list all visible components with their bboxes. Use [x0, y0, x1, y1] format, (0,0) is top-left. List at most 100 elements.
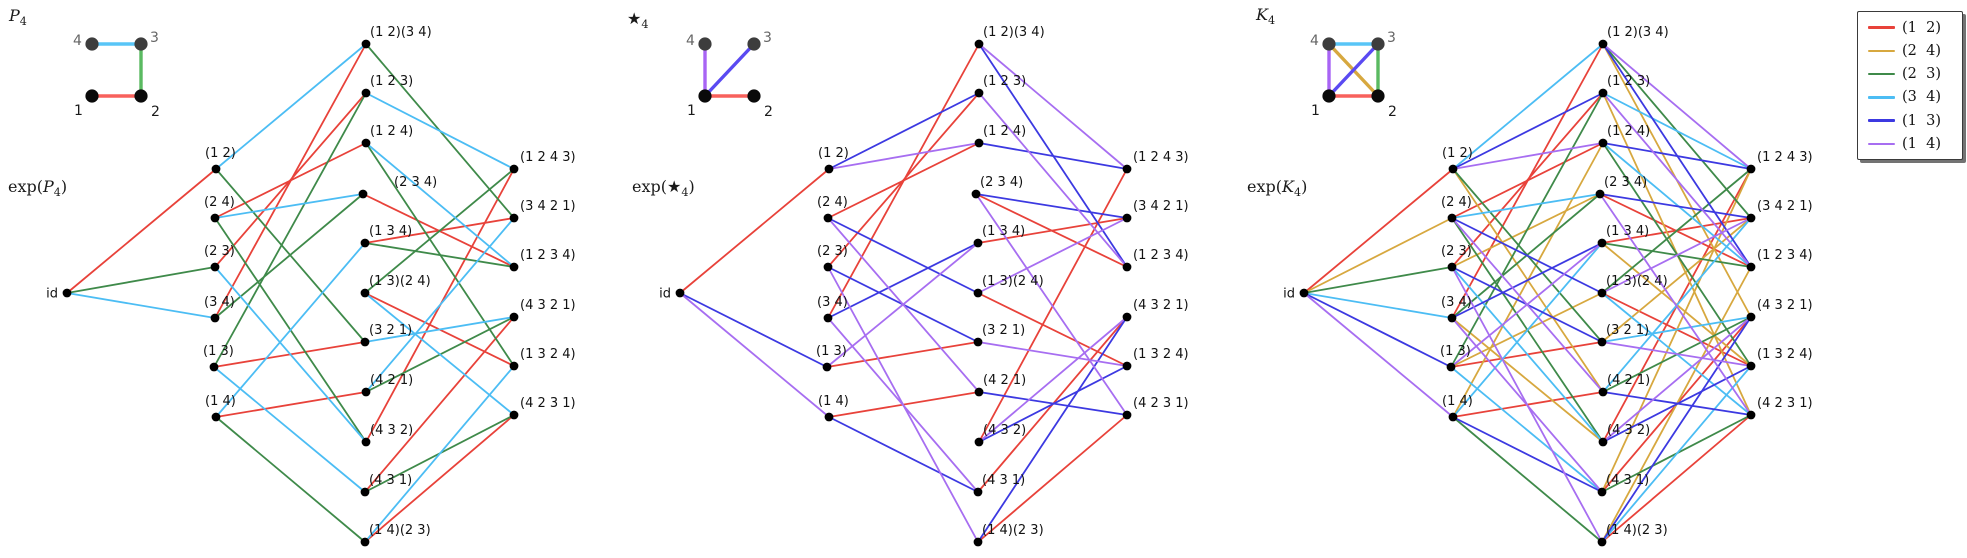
edge-(1 2)-(2 4)-(1 2 4) — [827, 142, 980, 219]
edge-(1 4)-(1 2)(3 4)-(1 2 4 3) — [1602, 43, 1752, 170]
legend-item-(1 3): (1 3) — [1868, 113, 1956, 129]
inset-node-3 — [134, 37, 148, 51]
node-(4 3 2 1) — [1122, 312, 1132, 322]
edge-(1 4)-(1 2 3)-(1 2 3 4) — [1602, 92, 1752, 268]
inset-node-label-1: 1 — [1311, 103, 1320, 119]
edge-(1 3)-(2 4)-(1 3)(2 4) — [1451, 217, 1603, 294]
node-(1 3) — [822, 362, 832, 372]
legend-item-label: (2 4) — [1902, 42, 1941, 59]
exp-label-K4: exp(K4) — [1247, 177, 1307, 199]
math-text: P — [9, 6, 20, 25]
edge-(2 3)-(1 3)(2 4)-(1 2 4 3) — [1601, 168, 1752, 294]
node-label-(1 2 4 3): (1 2 4 3) — [520, 150, 576, 165]
node-label-(3 2 1): (3 2 1) — [369, 323, 412, 338]
math-text: ★ — [666, 177, 682, 196]
node-id — [675, 288, 685, 298]
legend: (1 2) (2 4) (2 3) (3 4) (1 3) (1 4) — [1857, 11, 1963, 161]
node-(4 3 2 1) — [509, 312, 519, 322]
node-(1 3 4) — [1597, 238, 1607, 248]
edge-(1 4)-(1 2)-(1 2 4) — [828, 142, 980, 170]
edge-(3 4)-(1 3)(2 4)-(4 2 3 1) — [364, 292, 515, 416]
node-label-(1 2): (1 2) — [1442, 146, 1473, 161]
legend-item-(2 3): (2 3) — [1868, 66, 1956, 82]
math-text: exp( — [632, 177, 667, 196]
edge-(1 2)-(1 4)-(4 2 1) — [215, 391, 367, 418]
node-(2 3) — [210, 262, 220, 272]
edge-(1 2)-(1 4)(2 3)-(4 2 3 1) — [364, 414, 515, 543]
panel-star4: 1 2 3 4 id (1 2) (2 4) (2 3) (3 4) (1 3) (1 4) (1 2… — [659, 25, 1189, 547]
panel-title-star4: ★4 — [627, 9, 648, 31]
node-label-(1 2)(3 4): (1 2)(3 4) — [983, 25, 1045, 40]
edge-(3 4)-(1 2 4)-(1 2 3 4) — [1602, 142, 1752, 268]
legend-line-(2 3) — [1868, 72, 1895, 76]
node-label-(1 2)(3 4): (1 2)(3 4) — [1607, 25, 1669, 40]
node-(1 2 3 4) — [1122, 262, 1132, 272]
node-(2 4) — [823, 213, 833, 223]
node-label-(1 3)(2 4): (1 3)(2 4) — [982, 274, 1044, 289]
node-(4 3 1) — [1597, 487, 1607, 497]
math-text: exp( — [1247, 177, 1282, 196]
node-label-(3 4): (3 4) — [1441, 295, 1472, 310]
edge-(3 4)-(4 2 1)-(3 4 2 1) — [365, 217, 515, 393]
node-(1 3)(2 4) — [973, 288, 983, 298]
node-label-(4 3 1): (4 3 1) — [369, 473, 412, 488]
node-(4 2 1) — [974, 387, 984, 397]
edge-(1 2)-(1 4)(2 3)-(4 2 3 1) — [1601, 414, 1752, 543]
node-label-(1 3 2 4): (1 3 2 4) — [520, 347, 576, 362]
edge-(2 3)-(3 4)-(2 3 4) — [214, 193, 364, 319]
math-text: ) — [1301, 177, 1308, 196]
node-(1 3)(2 4) — [360, 288, 370, 298]
edge-(1 4)-(1 2 3)-(1 2 3 4) — [978, 92, 1128, 268]
node-(1 2 4 3) — [1122, 164, 1132, 174]
node-(1 2 3) — [361, 88, 371, 98]
edge-(1 4)-(3 2 1)-(1 3 2 4) — [1601, 341, 1752, 367]
node-label-(4 3 2 1): (4 3 2 1) — [1757, 298, 1813, 313]
edge-(1 4)-(2 4)-(4 2 1) — [1451, 217, 1604, 393]
panel-title-P4: P4 — [9, 6, 27, 28]
edge-(1 4)-(1 3)(2 4)-(3 4 2 1) — [977, 217, 1128, 294]
node-label-(4 2 3 1): (4 2 3 1) — [1757, 396, 1813, 411]
node-(2 3) — [1447, 262, 1457, 272]
math-text: K — [1256, 5, 1268, 24]
node-label-(2 3 4): (2 3 4) — [394, 175, 437, 190]
node-(3 4) — [1447, 313, 1457, 323]
math-text: ) — [688, 177, 695, 196]
inset-node-1 — [85, 89, 99, 103]
node-label-(3 2 1): (3 2 1) — [1606, 323, 1649, 338]
inset-node-label-2: 2 — [151, 104, 160, 120]
panel-title-K4: K4 — [1256, 5, 1275, 27]
node-label-(1 2): (1 2) — [205, 146, 236, 161]
node-(2 3 4) — [1595, 189, 1605, 199]
node-(4 2 3 1) — [1122, 410, 1132, 420]
node-label-(1 3 4): (1 3 4) — [1606, 224, 1649, 239]
edge-(1 4)-(3 2 1)-(1 3 2 4) — [977, 341, 1128, 367]
node-(4 3 2) — [361, 437, 371, 447]
legend-item-label: (1 4) — [1902, 135, 1941, 152]
node-(3 2 1) — [360, 337, 370, 347]
node-(1 2 3) — [974, 88, 984, 98]
inset-node-label-4: 4 — [1310, 33, 1319, 49]
edge-(2 3)-(1 3)(2 4)-(1 2 4 3) — [364, 168, 515, 294]
node-label-(2 4): (2 4) — [1441, 195, 1472, 210]
legend-item-(1 2): (1 2) — [1868, 20, 1956, 36]
node-(1 2) — [824, 164, 834, 174]
node-label-(1 3): (1 3) — [203, 344, 234, 359]
panel-K4: 1 2 3 4 id (1 2) (2 4) (2 3) (3 4) (1 3) (1 4) (1 2… — [1283, 25, 1813, 547]
node-label-(1 2 4 3): (1 2 4 3) — [1133, 150, 1189, 165]
node-label-(4 3 2): (4 3 2) — [370, 423, 413, 438]
edge-(1 4)-(1 3)(2 4)-(3 4 2 1) — [1601, 217, 1752, 294]
edge-(3 4)-(2 4)-(2 3 4) — [1451, 193, 1601, 219]
edge-(2 3)-id-(2 3) — [66, 266, 216, 294]
exp-label-star4: exp(★4) — [632, 177, 695, 199]
node-label-(4 3 2 1): (4 3 2 1) — [520, 298, 576, 313]
node-(1 3 2 4) — [1746, 361, 1756, 371]
edge-(1 4)-(3 4)-(4 3 1) — [1451, 317, 1603, 493]
node-(1 2) — [211, 164, 221, 174]
edge-(1 3)-id-(1 3) — [1303, 292, 1452, 368]
node-label-(1 3 2 4): (1 3 2 4) — [1133, 347, 1189, 362]
edge-(1 2)-id-(1 2) — [679, 168, 830, 294]
node-(4 2 3 1) — [1746, 410, 1756, 420]
node-(1 4) — [211, 412, 221, 422]
node-(4 3 1) — [973, 487, 983, 497]
edge-(1 2)-id-(1 2) — [1303, 168, 1454, 294]
